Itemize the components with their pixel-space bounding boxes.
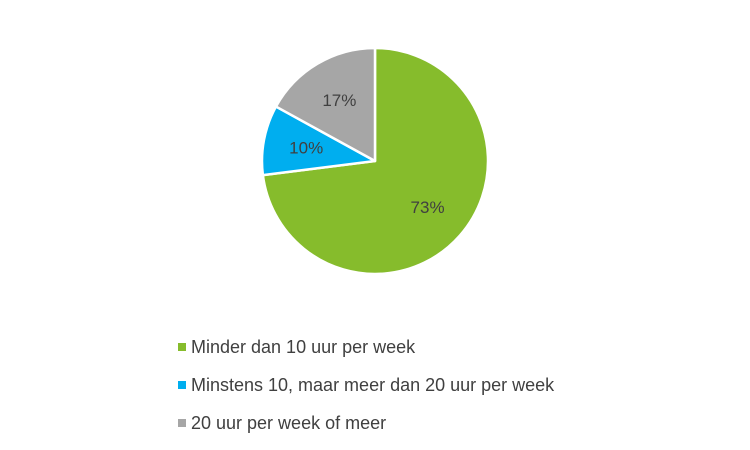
slice-value-label-2: 17% (322, 91, 356, 110)
legend-swatch (178, 343, 186, 351)
legend-label: Minstens 10, maar meer dan 20 uur per we… (191, 374, 555, 395)
legend-label: 20 uur per week of meer (191, 412, 387, 433)
pie-plot-area: 73% 10% 17% (260, 46, 490, 276)
slice-value-label-0: 73% (411, 198, 445, 217)
legend-swatch (178, 419, 186, 427)
pie-slice-2 (274, 46, 377, 163)
legend-label: Minder dan 10 uur per week (191, 336, 416, 357)
pie-slice-1 (260, 105, 377, 177)
legend-item-20-uur-of-meer: 20 uur per week of meer (178, 404, 554, 442)
legend: Minder dan 10 uur per week Minstens 10, … (178, 328, 554, 442)
slice-value-label-1: 10% (289, 138, 323, 157)
legend-item-minder-dan-10: Minder dan 10 uur per week (178, 328, 554, 366)
legend-item-minstens-10: Minstens 10, maar meer dan 20 uur per we… (178, 366, 554, 404)
legend-swatch (178, 381, 186, 389)
